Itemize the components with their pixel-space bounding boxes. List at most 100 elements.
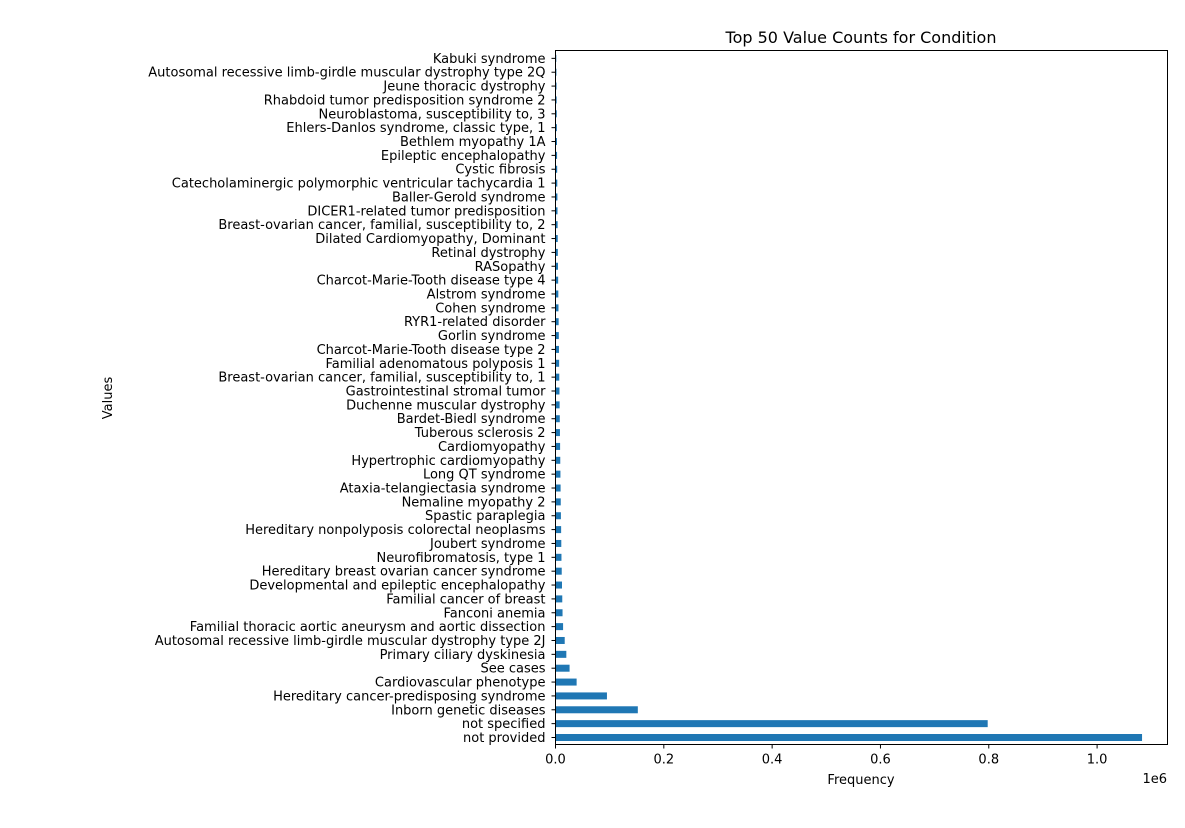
bar [555, 235, 558, 243]
bar [555, 609, 563, 617]
x-tick-label: 0.6 [870, 753, 891, 768]
y-tick-label: Breast-ovarian cancer, familial, suscept… [218, 371, 545, 386]
y-tick-label: Alstrom syndrome [427, 287, 546, 302]
bar [555, 138, 557, 146]
y-tick-label: Gorlin syndrome [438, 329, 546, 344]
bar [555, 734, 1143, 741]
bar [555, 498, 561, 506]
y-tick-label: Familial cancer of breast [386, 592, 545, 607]
bar [555, 539, 562, 547]
x-ticks-group: 0.0 0.2 0.4 0.6 0.8 1.0 [545, 744, 1108, 768]
x-tick-label: 0.4 [762, 753, 783, 768]
y-tick-label: Charcot-Marie-Tooth disease type 4 [317, 274, 546, 289]
bar [555, 207, 558, 215]
y-tick-label: Hereditary nonpolyposis colorectal neopl… [245, 523, 546, 538]
bar [555, 290, 559, 298]
y-tick-label: Cohen syndrome [435, 301, 545, 316]
bar [555, 373, 560, 381]
x-tick-label: 0.0 [545, 753, 566, 768]
bar [555, 318, 559, 326]
bar [555, 692, 607, 700]
x-tick-label: 0.8 [978, 753, 999, 768]
y-tick-label: Duchenne muscular dystrophy [346, 398, 546, 413]
y-tick-label: RASopathy [475, 260, 546, 275]
y-tick-label: Ehlers-Danlos syndrome, classic type, 1 [286, 121, 545, 136]
y-axis-label: Values [101, 377, 116, 420]
bar [555, 401, 560, 409]
y-tick-label: not provided [463, 731, 546, 746]
bar [555, 567, 562, 575]
bar [555, 429, 560, 437]
bar [555, 470, 561, 478]
y-tick-label: Retinal dystrophy [431, 246, 545, 261]
bar [555, 248, 558, 256]
y-tick-label: Familial thoracic aortic aneurysm and ao… [190, 620, 546, 635]
bar [555, 623, 564, 631]
y-tick-label: Autosomal recessive limb-girdle muscular… [148, 66, 545, 81]
y-tick-label: Long QT syndrome [423, 468, 546, 483]
bar [555, 456, 561, 464]
bar [555, 110, 557, 118]
y-tick-label: Cystic fibrosis [455, 163, 545, 178]
y-tick-label: Epileptic encephalopathy [381, 149, 546, 164]
bar [555, 636, 565, 644]
y-tick-label: Cardiomyopathy [438, 440, 546, 455]
y-tick-label: Breast-ovarian cancer, familial, suscept… [218, 218, 545, 233]
y-tick-label: Hereditary breast ovarian cancer syndrom… [262, 565, 546, 580]
y-tick-label: Ataxia-telangiectasia syndrome [340, 482, 546, 497]
bar [555, 706, 638, 714]
bar [555, 82, 557, 90]
bar [555, 553, 562, 561]
y-tick-label: Autosomal recessive limb-girdle muscular… [155, 634, 546, 649]
y-tick-label: Charcot-Marie-Tooth disease type 2 [317, 343, 546, 358]
bar [555, 595, 563, 603]
y-tick-label: Bardet-Biedl syndrome [397, 412, 546, 427]
y-tick-label: Joubert syndrome [429, 537, 545, 552]
x-tick-label: 1.0 [1087, 753, 1108, 768]
bar [555, 276, 559, 284]
y-tick-label: Gastrointestinal stromal tumor [346, 385, 547, 400]
bar [555, 165, 558, 173]
x-axis-label: Frequency [827, 773, 894, 788]
bar [555, 678, 577, 686]
bar [555, 484, 561, 492]
y-tick-label: Catecholaminergic polymorphic ventricula… [172, 177, 546, 192]
y-tick-label: Jeune thoracic dystrophy [382, 80, 545, 95]
y-tick-label: RYR1-related disorder [404, 315, 546, 330]
y-tick-label: not specified [462, 717, 546, 732]
bar [555, 512, 561, 520]
bar [555, 221, 558, 229]
plot-frame [555, 50, 1168, 745]
x-tick-label: 0.2 [653, 753, 674, 768]
y-tick-label: See cases [480, 662, 545, 677]
bar [555, 526, 562, 534]
bar [555, 262, 558, 270]
y-tick-label: Neuroblastoma, susceptibility to, 3 [318, 107, 545, 122]
y-tick-label: Rhabdoid tumor predisposition syndrome 2 [264, 93, 546, 108]
bar [555, 124, 557, 132]
bar [555, 179, 558, 187]
bar [555, 650, 567, 658]
y-tick-label: Developmental and epileptic encephalopat… [249, 579, 545, 594]
bar [555, 151, 558, 159]
bar [555, 359, 560, 367]
y-tick-label: Nemaline myopathy 2 [402, 495, 546, 510]
bar [555, 415, 560, 423]
bar [555, 96, 557, 104]
bar [555, 442, 561, 450]
y-tick-label: Hypertrophic cardiomyopathy [351, 454, 545, 469]
y-tick-label: Inborn genetic diseases [391, 703, 546, 718]
bar [555, 720, 988, 728]
x-axis-scale-label: 1e6 [1142, 772, 1167, 787]
bar [555, 304, 559, 312]
bars-group [555, 54, 1143, 741]
y-tick-label: Spastic paraplegia [425, 509, 545, 524]
y-tick-label: Fanconi anemia [443, 606, 545, 621]
bar [555, 332, 559, 340]
y-tick-label: Familial adenomatous polyposis 1 [326, 357, 546, 372]
y-tick-label: Tuberous sclerosis 2 [414, 426, 546, 441]
y-tick-label: DICER1-related tumor predisposition [307, 204, 545, 219]
